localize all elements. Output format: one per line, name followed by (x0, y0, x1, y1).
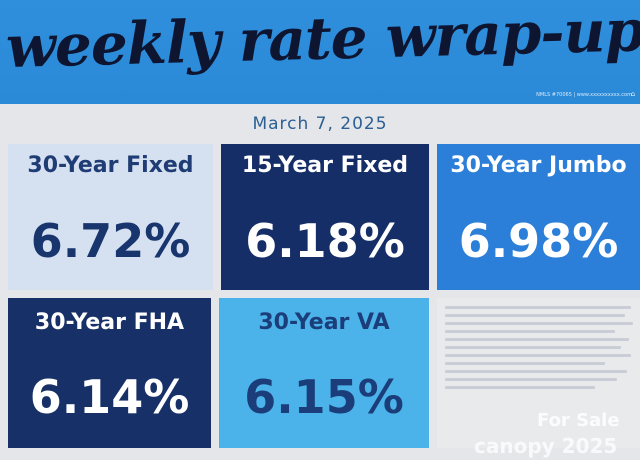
disclaimer-line (445, 306, 631, 309)
rate-card-30-year-fixed: 30-Year Fixed 6.72% (8, 144, 213, 290)
rate-label: 30-Year Jumbo (450, 153, 627, 178)
rate-label: 30-Year Fixed (27, 153, 194, 178)
rate-value: 6.18% (245, 214, 405, 268)
header-banner: weekly rate wrap-up NMLS #70065 | www.xx… (0, 0, 640, 104)
disclaimer-line (445, 346, 621, 349)
disclaimer-line (445, 386, 595, 389)
disclaimer-line (445, 338, 629, 341)
rate-card-30-year-fha: 30-Year FHA 6.14% (8, 298, 211, 448)
disclaimer-line (445, 330, 615, 333)
rate-value: 6.98% (458, 214, 619, 268)
watermark-line-2: canopy 2025 (474, 434, 618, 458)
rate-label: 30-Year VA (258, 310, 390, 335)
page-title: weekly rate wrap-up (5, 0, 640, 81)
rate-card-30-year-jumbo: 30-Year Jumbo 6.98% (437, 144, 640, 290)
equal-housing-icon: ⌂ (630, 90, 636, 98)
rate-card-30-year-va: 30-Year VA 6.15% (219, 298, 429, 448)
rate-value: 6.15% (244, 370, 404, 424)
disclaimer-line (445, 354, 631, 357)
rate-label: 30-Year FHA (34, 310, 185, 335)
disclaimer-block (437, 298, 640, 448)
disclaimer-line (445, 370, 627, 373)
rate-card-15-year-fixed: 15-Year Fixed 6.18% (221, 144, 429, 290)
rate-value: 6.72% (30, 214, 191, 268)
disclaimer-line (445, 362, 605, 365)
report-date: March 7, 2025 (252, 114, 388, 134)
disclaimer-line (445, 322, 633, 325)
watermark-line-1: For Sale (537, 410, 620, 431)
nmls-disclosure: NMLS #70065 | www.xxxxxxxxxx.com (536, 92, 632, 98)
disclaimer-line (445, 314, 625, 317)
rate-value: 6.14% (29, 370, 190, 424)
rate-label: 15-Year Fixed (241, 153, 409, 178)
rates-panel: March 7, 2025 30-Year Fixed 6.72% 15-Yea… (0, 104, 640, 460)
disclaimer-line (445, 378, 617, 381)
